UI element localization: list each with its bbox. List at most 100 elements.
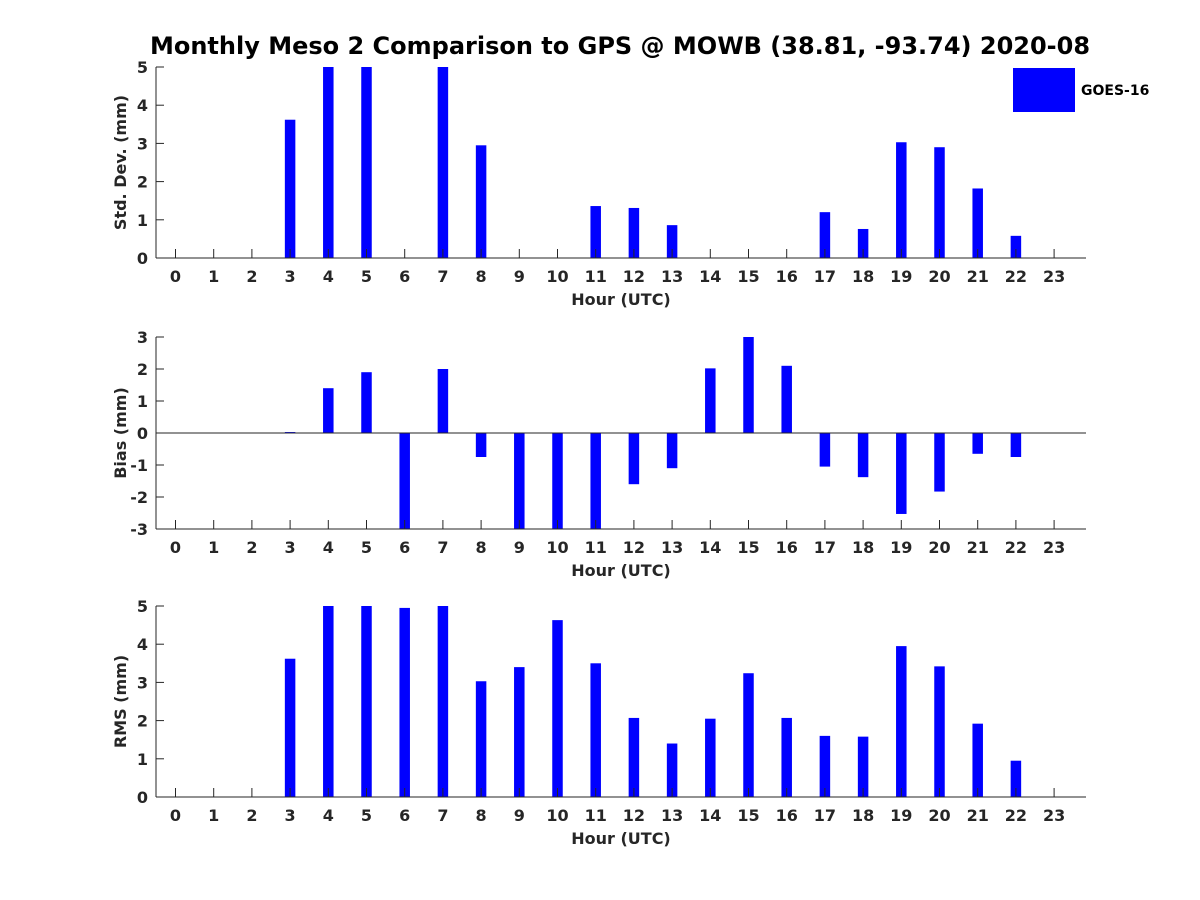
bias-xtick-label-4: 4 xyxy=(323,538,334,557)
std-dev-bar-hour-8 xyxy=(475,145,487,258)
rms-ytick-label-2: 2 xyxy=(137,712,148,731)
bias-bar-hour-4 xyxy=(323,388,334,433)
std-dev-bar-hour-5 xyxy=(361,67,372,258)
rms-xtick-label-5: 5 xyxy=(361,806,372,825)
rms-xtick-label-6: 6 xyxy=(399,806,410,825)
rms-xtick-label-4: 4 xyxy=(323,806,334,825)
bias-xtick-label-23: 23 xyxy=(1043,538,1065,557)
bias-bar-hour-19 xyxy=(896,433,907,514)
rms-xtick-label-18: 18 xyxy=(852,806,874,825)
rms-xtick-label-21: 21 xyxy=(967,806,989,825)
rms-bar-hour-4 xyxy=(323,606,334,797)
std-dev-xtick-label-6: 6 xyxy=(399,267,410,286)
bias-bar-hour-11 xyxy=(590,433,601,529)
bias-xtick-label-15: 15 xyxy=(737,538,759,557)
bias-ytick-label-1: 1 xyxy=(137,392,148,411)
rms-xtick-label-0: 0 xyxy=(170,806,181,825)
bias-xtick-label-5: 5 xyxy=(361,538,372,557)
bias-bars xyxy=(284,337,1022,529)
bias-bar-hour-20 xyxy=(934,433,945,492)
bias-bar-hour-12 xyxy=(628,433,640,485)
bias-xtick-label-18: 18 xyxy=(852,538,874,557)
bias-bar-hour-8 xyxy=(475,433,487,457)
rms-bar-hour-3 xyxy=(284,658,296,797)
bias-bar-hour-18 xyxy=(857,433,869,478)
rms-bar-hour-12 xyxy=(628,717,640,797)
std-dev-xtick-label-7: 7 xyxy=(437,267,448,286)
rms-xtick-label-23: 23 xyxy=(1043,806,1065,825)
bias-bar-hour-22 xyxy=(1010,433,1022,457)
rms-bar-hour-13 xyxy=(666,743,678,797)
std-dev-ytick-label-5: 5 xyxy=(137,58,148,77)
rms-bar-hour-18 xyxy=(857,736,869,797)
rms-xtick-label-14: 14 xyxy=(699,806,721,825)
rms-ylabel: RMS (mm) xyxy=(111,655,130,748)
bias-bar-hour-17 xyxy=(819,433,831,467)
std-dev-bar-hour-17 xyxy=(819,212,831,258)
rms-bar-hour-7 xyxy=(437,606,449,797)
rms-xtick-label-8: 8 xyxy=(476,806,487,825)
rms-xtick-label-17: 17 xyxy=(814,806,836,825)
bias-ytick-label--3: -3 xyxy=(130,520,148,539)
bias-bar-hour-13 xyxy=(666,433,678,469)
rms-bar-hour-22 xyxy=(1010,760,1022,797)
bias-xlabel: Hour (UTC) xyxy=(571,561,671,580)
std-dev-bar-hour-7 xyxy=(437,67,449,258)
std-dev-xtick-label-21: 21 xyxy=(967,267,989,286)
bias-xtick-label-6: 6 xyxy=(399,538,410,557)
bias-xtick-label-8: 8 xyxy=(476,538,487,557)
std-dev-xtick-label-4: 4 xyxy=(323,267,334,286)
bias-xtick-label-3: 3 xyxy=(285,538,296,557)
rms-xtick-label-3: 3 xyxy=(285,806,296,825)
std-dev-xtick-label-14: 14 xyxy=(699,267,721,286)
bias-bar-hour-5 xyxy=(361,372,372,433)
bias-xtick-label-0: 0 xyxy=(170,538,181,557)
bias-ytick-label-0: 0 xyxy=(137,424,148,443)
rms-bars xyxy=(284,606,1022,797)
std-dev-xtick-label-11: 11 xyxy=(585,267,607,286)
rms-bar-hour-6 xyxy=(399,607,410,797)
rms-xtick-label-10: 10 xyxy=(546,806,568,825)
bias-bar-hour-6 xyxy=(399,433,410,529)
rms-xlabel: Hour (UTC) xyxy=(571,829,671,848)
bias-xtick-label-17: 17 xyxy=(814,538,836,557)
rms-bar-hour-9 xyxy=(514,667,525,797)
legend-label-goes-16: GOES-16 xyxy=(1081,83,1149,99)
rms-xtick-label-15: 15 xyxy=(737,806,759,825)
rms-xtick-label-22: 22 xyxy=(1005,806,1027,825)
bias-xtick-label-16: 16 xyxy=(776,538,798,557)
std-dev-bar-hour-19 xyxy=(896,142,907,258)
std-dev-xtick-label-17: 17 xyxy=(814,267,836,286)
bias-bar-hour-14 xyxy=(705,368,716,433)
bias-xtick-label-7: 7 xyxy=(437,538,448,557)
rms-xtick-label-1: 1 xyxy=(208,806,219,825)
bias-xtick-label-10: 10 xyxy=(546,538,568,557)
std-dev-bars xyxy=(284,67,1022,258)
bias-ytick-label-3: 3 xyxy=(137,328,148,347)
bias-xtick-label-9: 9 xyxy=(514,538,525,557)
std-dev-xtick-label-2: 2 xyxy=(246,267,257,286)
std-dev-bar-hour-4 xyxy=(323,67,334,258)
std-dev-ytick-label-3: 3 xyxy=(137,134,148,153)
std-dev-xtick-label-9: 9 xyxy=(514,267,525,286)
std-dev-ytick-label-0: 0 xyxy=(137,249,148,268)
rms-bar-hour-15 xyxy=(743,673,754,797)
std-dev-ytick-label-2: 2 xyxy=(137,173,148,192)
bias-ytick-label--2: -2 xyxy=(130,488,148,507)
bias-bar-hour-21 xyxy=(972,433,983,454)
chart-title: Monthly Meso 2 Comparison to GPS @ MOWB … xyxy=(150,32,1090,60)
bias-xtick-label-20: 20 xyxy=(928,538,950,557)
std-dev-xtick-label-3: 3 xyxy=(285,267,296,286)
std-dev-ylabel: Std. Dev. (mm) xyxy=(111,95,130,230)
std-dev-bar-hour-21 xyxy=(972,188,983,258)
bias-bar-hour-9 xyxy=(514,433,525,529)
rms-xtick-label-2: 2 xyxy=(246,806,257,825)
bias-xtick-label-2: 2 xyxy=(246,538,257,557)
std-dev-xtick-label-23: 23 xyxy=(1043,267,1065,286)
rms-bar-hour-10 xyxy=(552,620,563,797)
